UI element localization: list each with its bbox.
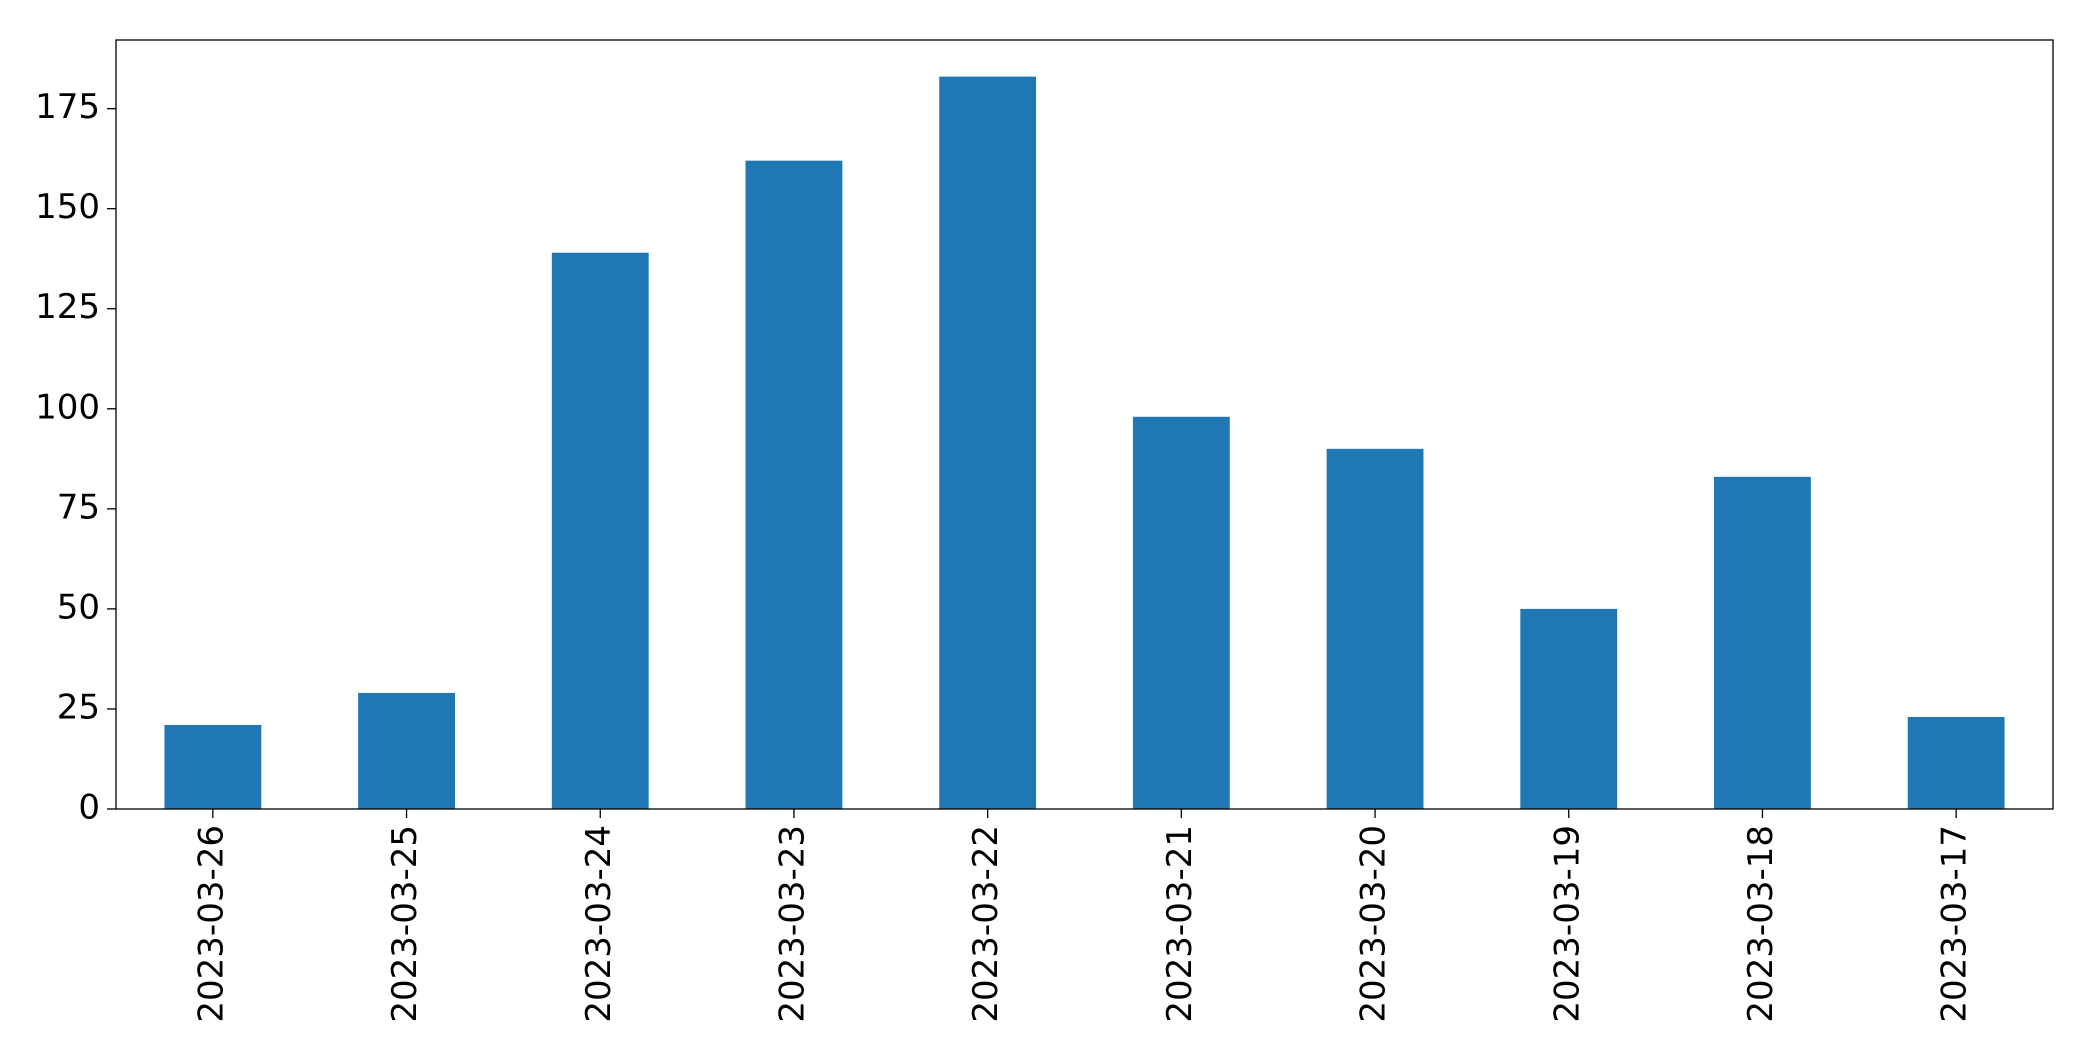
- bar: [551, 252, 649, 810]
- y-tick-label: 125: [35, 287, 100, 327]
- y-tick-label: 100: [35, 387, 100, 427]
- y-tick-label: 50: [57, 587, 100, 627]
- y-tick-label: 0: [78, 788, 100, 828]
- x-tick-label: 2023-03-21: [1160, 825, 1200, 1023]
- x-tick-label: 2023-03-18: [1741, 825, 1781, 1023]
- y-tick-label: 75: [57, 487, 100, 527]
- bar: [1326, 448, 1424, 809]
- x-tick-label: 2023-03-26: [191, 825, 231, 1023]
- plot-frame: [115, 39, 2054, 810]
- x-tick-label: 2023-03-19: [1547, 825, 1587, 1023]
- bar: [164, 724, 262, 809]
- x-tick-label: 2023-03-25: [385, 825, 425, 1023]
- x-tick-label: 2023-03-23: [772, 825, 812, 1023]
- bar: [1714, 476, 1811, 809]
- x-tick-label: 2023-03-20: [1354, 825, 1394, 1023]
- y-tick-label: 175: [35, 87, 100, 127]
- bar: [358, 692, 455, 809]
- bar: [1520, 608, 1618, 809]
- y-tick-label: 150: [35, 187, 100, 227]
- y-tick-label: 25: [57, 687, 100, 727]
- bar: [1132, 416, 1230, 809]
- x-tick-label: 2023-03-22: [966, 825, 1006, 1023]
- x-tick-label: 2023-03-17: [1935, 825, 1975, 1023]
- bar: [1907, 716, 2005, 809]
- bar: [745, 160, 843, 809]
- bar: [939, 76, 1037, 810]
- x-tick-label: 2023-03-24: [579, 825, 619, 1023]
